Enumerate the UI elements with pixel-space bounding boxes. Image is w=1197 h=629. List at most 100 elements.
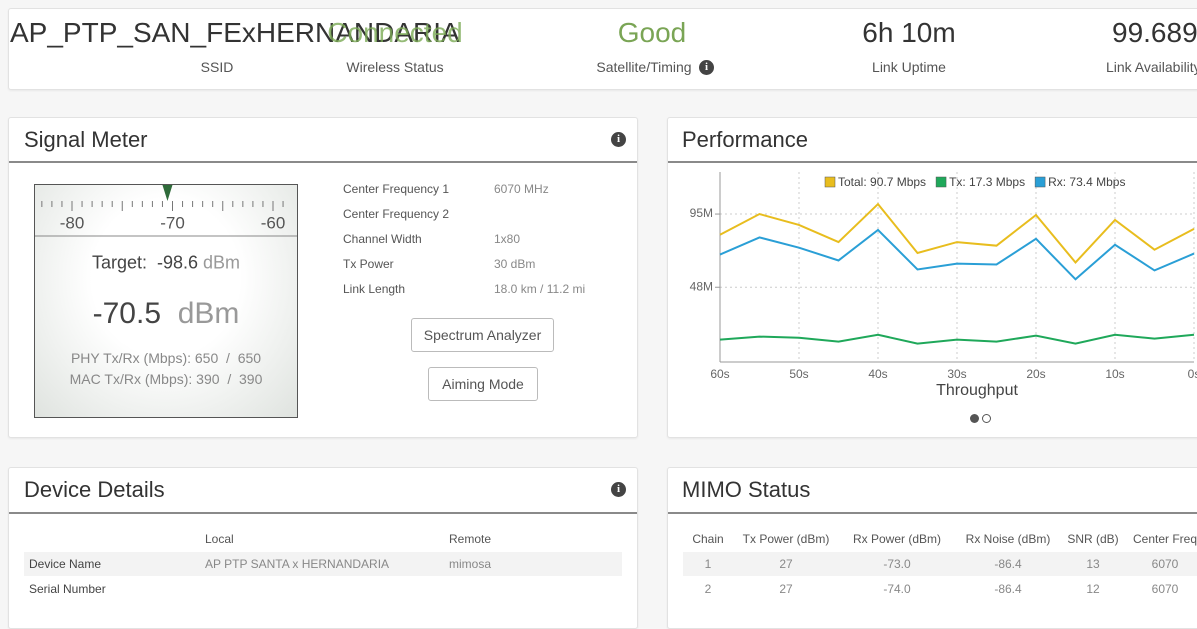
series-line — [719, 228, 1195, 281]
target-label: Target: — [91, 252, 147, 273]
meter-scale-label: -60 — [261, 213, 286, 232]
column-header: SNR (dB) — [1067, 532, 1119, 546]
legend-label: Rx: 73.4 Mbps — [1048, 175, 1125, 189]
info-label: Tx Power — [343, 257, 394, 271]
rssi-value: -70.5 — [92, 297, 162, 330]
cell: -73.0 — [883, 557, 911, 571]
card-title: Signal Meter — [24, 127, 148, 152]
x-tick-label: 0s — [1188, 367, 1197, 381]
x-tick-label: 10s — [1105, 367, 1124, 381]
cell: -74.0 — [883, 582, 911, 596]
mac-tx: 390 — [196, 371, 220, 387]
cell: Serial Number — [29, 582, 106, 596]
phy-tx: 650 — [194, 350, 219, 366]
stat-label: Satellite/Timing — [596, 59, 692, 75]
column-header: Rx Noise (dBm) — [965, 532, 1051, 546]
card-title: Performance — [682, 127, 808, 152]
x-axis-title: Throughput — [936, 382, 1018, 399]
info-label: Channel Width — [343, 232, 422, 246]
phy-line: PHY Tx/Rx (Mbps): 650 / 650 — [71, 350, 261, 366]
legend-swatch — [824, 176, 836, 188]
column-header: Remote — [449, 532, 492, 546]
x-tick-label: 50s — [789, 367, 808, 381]
column-header: Rx Power (dBm) — [852, 532, 942, 546]
status-card — [8, 8, 1197, 90]
target-value: -98.6 — [156, 252, 199, 273]
phy-label: PHY Tx/Rx (Mbps): — [70, 350, 191, 366]
legend-swatch — [1034, 176, 1046, 188]
page-dot[interactable] — [970, 414, 979, 423]
cell: AP PTP SANTA x HERNANDARIA — [205, 557, 390, 571]
stat-value: 99.689 — [1112, 17, 1197, 48]
button[interactable]: Aiming Mode — [428, 367, 538, 401]
info-label: Center Frequency 2 — [343, 207, 450, 221]
stat-value: 6h 10m — [862, 17, 956, 48]
info-icon[interactable]: i — [611, 132, 626, 147]
row-stripe — [683, 552, 1197, 576]
y-tick-label: 95M — [690, 206, 713, 220]
cell: 6070 — [1151, 582, 1179, 596]
info-value: 1x80 — [494, 232, 521, 246]
divider — [668, 161, 1197, 163]
meter-needle — [162, 185, 173, 201]
mac-label: MAC Tx/Rx (Mbps): — [69, 371, 193, 387]
series-line — [719, 333, 1195, 345]
divider — [9, 512, 637, 514]
ssid-value: AP_PTP_SAN_FExHERNANDARIA — [10, 17, 460, 48]
legend-label: Total: 90.7 Mbps — [838, 175, 926, 189]
cell: 1 — [704, 557, 712, 571]
meter-scale: -80 -70 -60 — [35, 185, 297, 237]
chart: 60s 50s 40s 30s 20s 10s 0s 95M 48M Throughput Tota… — [690, 172, 1197, 399]
rssi-line: -70.5 dBm — [93, 297, 240, 331]
cell: 6070 — [1151, 557, 1179, 571]
card-title: MIMO Status — [682, 477, 811, 502]
meter-scale-label: -80 — [60, 213, 85, 232]
target-unit: dBm — [203, 252, 241, 273]
divider — [668, 512, 1197, 514]
ssid-label: SSID — [200, 59, 234, 75]
legend-swatch — [935, 176, 947, 188]
cell: 12 — [1086, 582, 1100, 596]
info-value: 18.0 km / 11.2 mi — [494, 282, 586, 296]
page: AP_PTP_SAN_FExHERNANDARIA SSID Connected… — [8, 8, 1197, 629]
info-label: Center Frequency 1 — [343, 182, 450, 196]
legend-label: Tx: 17.3 Mbps — [949, 175, 1025, 189]
phy-rx: 650 — [237, 350, 262, 366]
stat-value: Connected — [327, 17, 463, 48]
x-tick-label: 40s — [868, 367, 887, 381]
cell: mimosa — [449, 557, 492, 571]
card-title: Device Details — [24, 477, 165, 502]
cell: -86.4 — [994, 557, 1022, 571]
stat-label: Wireless Status — [346, 59, 444, 75]
sep: / — [226, 350, 230, 366]
x-tick-label: 20s — [1026, 367, 1045, 381]
column-header: Tx Power (dBm) — [742, 532, 830, 546]
cell: 27 — [779, 582, 793, 596]
meter-box — [34, 184, 298, 418]
performance-card — [667, 117, 1197, 438]
cell: -86.4 — [994, 582, 1022, 596]
info-icon[interactable]: i — [699, 60, 714, 75]
meter-scale-label: -70 — [160, 213, 185, 232]
info-value: 30 dBm — [494, 257, 536, 271]
target-line: Target: -98.6 dBm — [92, 253, 240, 274]
info-value: 6070 MHz — [494, 182, 549, 196]
info-label: Link Length — [343, 282, 406, 296]
sep: / — [227, 371, 232, 387]
rssi-unit: dBm — [177, 297, 240, 330]
info-icon[interactable]: i — [611, 482, 626, 497]
column-header: Center Freq — [1132, 532, 1197, 546]
page-dot[interactable] — [982, 414, 991, 423]
mac-rx: 390 — [238, 371, 263, 387]
cell: 13 — [1086, 557, 1100, 571]
x-tick-label: 60s — [710, 367, 729, 381]
cell: Device Name — [29, 557, 102, 571]
stat-label: Link Uptime — [872, 59, 946, 75]
mac-line: MAC Tx/Rx (Mbps): 390 / 390 — [70, 371, 263, 387]
series-line — [719, 202, 1195, 264]
stat-value: Good — [617, 17, 687, 48]
cell: 27 — [779, 557, 793, 571]
stat-label: Link Availability — [1106, 59, 1197, 75]
button[interactable]: Spectrum Analyzer — [411, 318, 554, 352]
row-stripe — [24, 552, 622, 576]
